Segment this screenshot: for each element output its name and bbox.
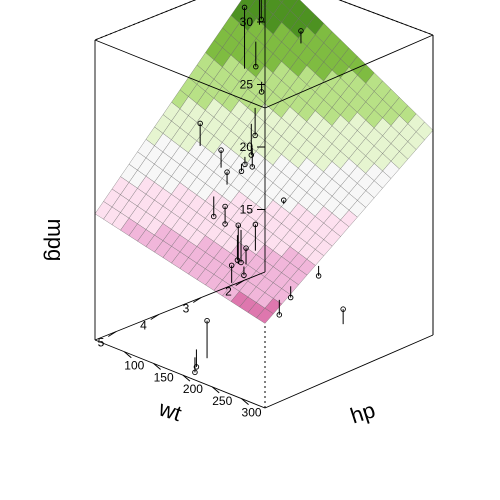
wt-tick	[150, 314, 160, 320]
box-edge	[94, 339, 266, 409]
mpg-tick-label: 20	[240, 140, 254, 154]
box-edge	[94, 0, 197, 41]
box-edge	[264, 334, 434, 409]
data-point	[249, 164, 256, 170]
data-point	[252, 221, 259, 228]
data-point	[238, 168, 245, 175]
data-point	[253, 63, 259, 70]
hp-tick	[182, 374, 191, 382]
hp-tick-label: 200	[183, 382, 203, 396]
wt-tick-label: 2	[225, 285, 232, 299]
hp-tick	[211, 386, 220, 394]
observations	[192, 0, 346, 376]
data-point	[340, 306, 346, 312]
mpg-tick-label: 30	[240, 15, 254, 29]
box-edge	[94, 271, 266, 341]
data-point	[235, 222, 242, 229]
data-point	[248, 152, 255, 158]
hp-tick	[241, 398, 249, 406]
data-point	[192, 369, 198, 376]
data-point	[228, 262, 235, 269]
data-point	[224, 169, 230, 175]
mpg-tick-label: 25	[240, 78, 254, 92]
front-box-edges	[94, 0, 434, 409]
mpg-tick-label: 15	[240, 203, 254, 217]
wt-tick-label: 4	[140, 319, 147, 333]
wt-tick	[235, 280, 245, 286]
data-point	[298, 28, 304, 34]
wt-tick-label: 3	[183, 302, 190, 316]
data-point	[276, 312, 283, 318]
wt-tick	[107, 331, 117, 337]
data-point	[315, 273, 322, 279]
hp-tick-label: 150	[154, 370, 174, 384]
data-point	[197, 120, 203, 127]
mpg-axis-title: mpg	[43, 219, 68, 262]
data-point	[222, 203, 228, 210]
wt-tick-label: 5	[98, 336, 105, 350]
data-point	[258, 89, 265, 95]
fitted-surface	[94, 0, 434, 324]
hp-tick	[153, 363, 161, 370]
wt-axis-title: wt	[155, 395, 185, 426]
hp-tick	[123, 351, 132, 359]
data-point	[222, 221, 228, 227]
box-edge	[264, 34, 434, 109]
data-point	[241, 4, 248, 11]
hp-tick-label: 300	[242, 406, 262, 420]
wt-tick	[192, 297, 202, 303]
data-point	[243, 245, 249, 251]
box-edge	[94, 39, 266, 109]
surface-facet	[256, 307, 274, 324]
axes: 2 3 4 5 100 150 200 250 300 15 20 25 30 wt hp mpg	[43, 15, 378, 429]
hp-tick-label: 100	[124, 359, 144, 373]
hp-tick-label: 250	[212, 394, 232, 408]
data-point	[204, 317, 210, 324]
data-point	[242, 161, 248, 168]
data-point	[280, 197, 287, 203]
data-point	[218, 147, 224, 153]
data-point	[241, 272, 247, 279]
hp-axis-title: hp	[347, 397, 378, 428]
data-point	[287, 294, 294, 301]
data-point	[193, 364, 200, 370]
box-edge	[338, 0, 434, 36]
data-point	[210, 213, 217, 220]
data-point	[252, 132, 258, 139]
